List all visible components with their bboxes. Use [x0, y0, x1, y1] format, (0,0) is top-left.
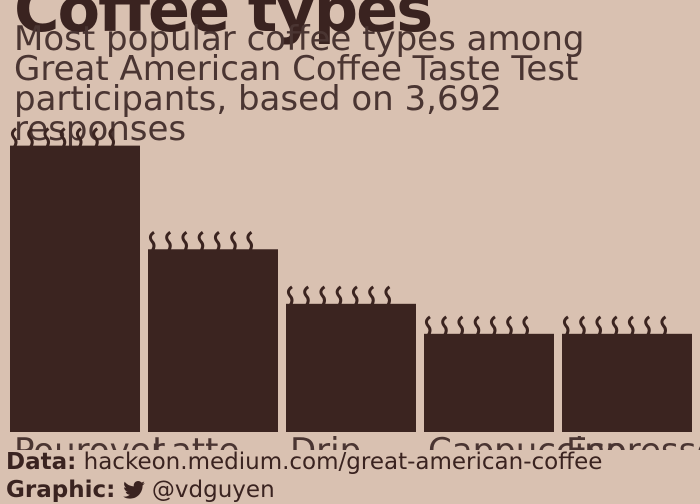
bar: [424, 333, 554, 432]
data-label: Data:: [6, 449, 77, 475]
steam-curl: [644, 315, 651, 337]
steam-curl: [230, 231, 237, 253]
category-label: Drip: [290, 431, 361, 450]
bar-chart: PouroverLatte Drip CappuccinoEspresso: [10, 127, 700, 450]
bar: [286, 303, 416, 432]
category-label: Latte: [152, 431, 239, 450]
steam-curl: [59, 127, 67, 149]
steam-curl: [319, 285, 326, 307]
steam-curl: [441, 315, 448, 337]
bar-group: Pourover: [10, 127, 165, 450]
data-source: hackeon.medium.com/great-american-coffee: [83, 449, 603, 475]
category-label: Cappuccino: [428, 431, 626, 450]
title-text: Coffee types: [14, 0, 433, 46]
steam-curl: [627, 315, 635, 337]
bar-group: Drip: [286, 285, 416, 450]
category-label: Espresso: [566, 431, 700, 450]
bar: [562, 333, 692, 432]
data-credit: Data: hackeon.medium.com/great-american-…: [6, 448, 700, 476]
bar-group: Latte: [148, 231, 278, 450]
steam-curl: [660, 315, 667, 337]
steam-curl: [384, 285, 391, 307]
steam-curl: [303, 285, 310, 307]
graphic-label: Graphic:: [6, 477, 116, 503]
footer: Data: hackeon.medium.com/great-american-…: [6, 448, 700, 504]
steam-curl: [108, 127, 115, 149]
steam-curl: [506, 315, 513, 337]
subtitle-line-2: Great American Coffee Taste Test: [14, 49, 579, 89]
steam-curl: [522, 315, 529, 337]
bar-group: Cappuccino: [424, 315, 626, 450]
steam-curl: [197, 231, 205, 253]
steam-curl: [579, 315, 586, 337]
steam-curl: [424, 315, 432, 337]
steam-curl: [368, 285, 375, 307]
page-title: Coffee types: [14, 0, 433, 41]
steam-curl: [92, 127, 99, 149]
steam-curl: [148, 231, 156, 253]
steam-curl: [75, 127, 83, 149]
steam-curl: [335, 285, 343, 307]
category-label: Pourover: [14, 431, 165, 450]
steam-curl: [562, 315, 570, 337]
bar-group: Espresso: [562, 315, 700, 450]
subtitle: Most popular coffee types among Great Am…: [14, 19, 700, 149]
steam-curl: [595, 315, 602, 337]
graphic-credit: Graphic: @vdguyen: [6, 476, 700, 504]
steam-curl: [165, 231, 172, 253]
steam-curl: [181, 231, 188, 253]
steam-curl: [286, 285, 294, 307]
twitter-icon: [122, 481, 145, 499]
subtitle-line-1: Most popular coffee types among: [14, 19, 585, 59]
steam-curl: [351, 285, 359, 307]
subtitle-line-3: participants, based on 3,692: [14, 79, 502, 119]
steam-curl: [489, 315, 497, 337]
subtitle-line-4: responses: [14, 109, 187, 149]
steam-curl: [10, 127, 18, 149]
steam-curl: [43, 127, 50, 149]
steam-curl: [457, 315, 464, 337]
steam-curl: [611, 315, 619, 337]
graphic-handle: @vdguyen: [151, 477, 275, 503]
steam-curl: [473, 315, 481, 337]
bar: [10, 145, 140, 433]
steam-curl: [27, 127, 34, 149]
steam-curl: [213, 231, 221, 253]
bar: [148, 249, 278, 432]
steam-curl: [246, 231, 253, 253]
